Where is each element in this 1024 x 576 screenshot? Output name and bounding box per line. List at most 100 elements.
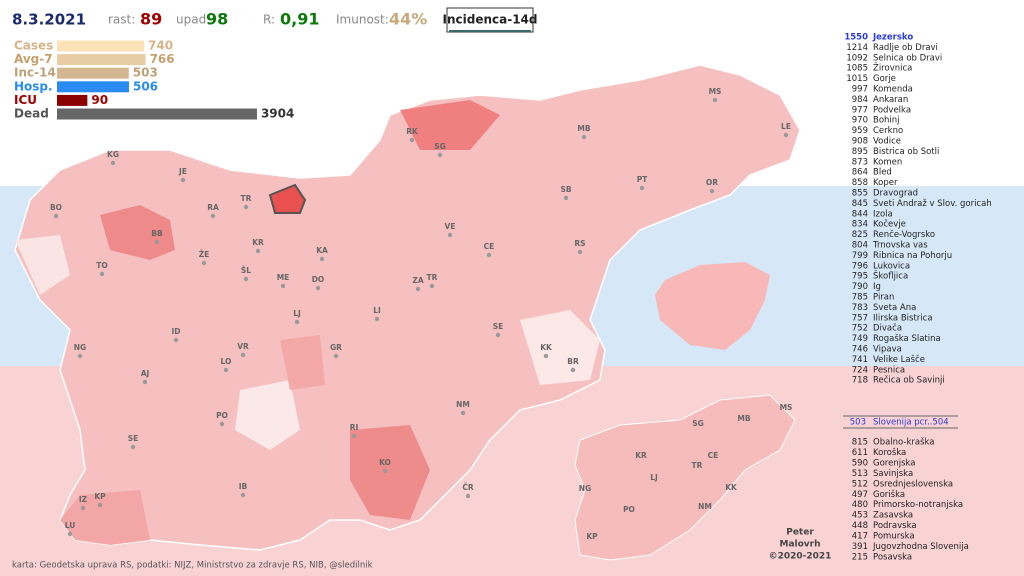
city-dot [382,468,388,474]
city-label: ID [171,327,180,336]
city-label: KP [94,492,106,501]
upad-value: 98 [206,10,228,29]
region-value: 815 [852,438,868,448]
municipality-name: Žirovnica [873,62,912,74]
city-label: IB [239,482,248,491]
region-patch [60,490,150,545]
municipality-value: 959 [852,126,868,136]
city-label: RK [406,127,419,136]
city-dot [80,505,86,511]
city-label: PT [637,175,648,184]
city-label: NM [456,400,470,409]
city-label: TO [96,261,108,270]
city-label: OR [706,178,718,187]
municipality-value: 997 [852,85,868,95]
municipality-name: Sveti Andraž v Slov. goricah [873,199,992,209]
city-dot [97,502,103,508]
region-value: 417 [852,532,868,542]
city-dot [429,283,435,289]
city-label: PO [216,411,228,420]
city-dot [351,433,357,439]
date: 8.3.2021 [12,11,86,29]
city-dot [240,492,246,498]
region-value: 497 [852,490,868,500]
municipality-value: 804 [852,241,868,251]
city-dot [315,285,321,291]
incidence-button[interactable]: Incidenca-14d [443,7,538,33]
stat-value: 506 [133,79,158,93]
city-dot [294,319,300,325]
stat-value: 503 [133,66,158,80]
inset-label: CE [708,451,719,460]
municipality-value: 908 [852,137,868,147]
municipality-name: Pesnica [873,365,905,375]
city-dot [639,185,645,191]
city-label: NG [74,343,86,352]
municipality-value: 783 [852,303,868,313]
municipality-name: Sveta Ana [873,303,916,313]
stat-value: 766 [150,52,175,66]
city-dot [243,276,249,282]
stat-bar [57,54,146,66]
city-label: TR [241,194,252,203]
municipality-value: 1015 [846,74,868,84]
slovenia-map [14,64,801,561]
upad-label: upad: [176,13,210,27]
city-label: BR [567,357,579,366]
inset-label: PO [623,505,635,514]
city-label: SG [434,142,446,151]
region-value: 513 [852,469,868,479]
municipality-name: Kočevje [873,219,906,230]
region-name: Zasavska [873,511,913,521]
city-label: BB [151,229,163,238]
city-dot [447,232,453,238]
city-label: KR [252,238,264,247]
city-label: RI [350,423,359,432]
municipality-value: 749 [852,334,868,344]
inset-label: KP [586,532,598,541]
region-name: Osrednjeslovenska [873,479,953,489]
inset-map [574,394,796,561]
municipality-value: 757 [852,313,868,323]
city-label: GR [330,343,342,352]
button-label[interactable]: Incidenca-14d [443,13,538,27]
region-patch [520,310,600,385]
region-value: 448 [852,521,868,531]
region-name: Posavska [873,552,912,562]
city-dot [409,137,415,143]
stat-value: 740 [148,39,173,53]
city-dot [53,213,59,219]
municipality-value: 845 [852,199,868,209]
municipality-name: Vipava [873,345,902,355]
municipality-name: Renče-Vogrsko [873,229,935,240]
city-label: LU [65,521,76,530]
small-silhouette [655,262,770,350]
author: Malovrh [779,540,820,550]
city-label: RA [207,203,219,212]
municipality-name: Bistrica ob Sotli [873,147,939,157]
municipality-value: 977 [852,105,868,115]
municipality-name: Koper [873,178,898,188]
city-dot [210,213,216,219]
city-dot [201,260,207,266]
city-dot [374,316,380,322]
municipality-value: 1214 [846,43,868,53]
region-value: 611 [852,448,868,458]
city-dot [333,353,339,359]
region-value: 480 [852,500,868,510]
button-frame[interactable] [446,7,534,33]
municipality-value: 834 [852,220,868,230]
region-patch [268,183,307,214]
city-dot [581,134,587,140]
city-dot [280,283,286,289]
inset-label: KK [725,483,738,492]
municipality-name: Gorje [873,74,896,84]
city-dot [460,410,466,416]
city-dot [223,367,229,373]
municipality-name: Bohinj [873,116,900,126]
inset-label: MB [737,414,750,423]
municipality-name: Selnica ob Dravi [873,53,942,63]
region-value: 215 [852,552,868,562]
city-label: DO [312,275,325,284]
